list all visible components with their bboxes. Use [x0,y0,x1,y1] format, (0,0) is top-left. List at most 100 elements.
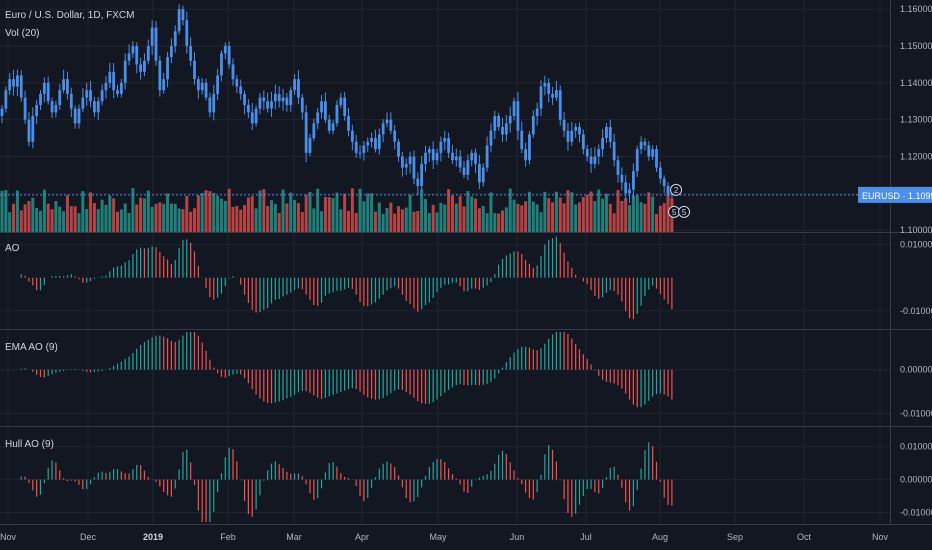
candle-body [535,108,539,116]
volume-bar [293,200,297,232]
candle-body [593,156,597,164]
volume-bar [235,206,239,232]
volume-bar [146,190,150,232]
volume-bar [254,208,258,232]
volume-bar [135,204,139,232]
candle-body [497,116,501,128]
volume-bar [339,209,343,232]
volume-bar [42,189,46,232]
volume-bar [81,191,85,232]
candle-body [81,97,85,109]
event-badge [678,205,691,218]
volume-bar [408,194,412,232]
volume-bar [46,203,50,232]
candle-body [285,97,289,105]
candle-body [478,163,481,183]
volume-bar [385,208,389,232]
candle-body [624,182,628,194]
volume-bar [69,206,73,232]
x-tick-label: Apr [355,532,369,542]
volume-bar [570,192,574,232]
volume-bar [358,188,362,232]
event-badge [670,183,683,196]
candle-body [439,141,443,153]
volume-bar [323,196,327,232]
volume-bar [31,197,35,232]
volume-bar [558,197,562,232]
volume-bar [262,189,266,232]
y-tick-label: 1.12000 [900,152,932,162]
x-tick-label: Sep [727,532,743,542]
ao-pane[interactable] [2,236,673,320]
volume-bar [62,211,66,232]
candle-body [485,145,489,168]
symbol-title: Euro / U.S. Dollar, 1D, FXCM [5,10,134,21]
volume-bar [400,209,404,232]
volume-bar [589,191,593,232]
candle-body [420,163,424,186]
candle-body [69,93,73,109]
candle-body [331,123,335,131]
volume-bar [169,203,173,232]
candle-body [635,149,639,172]
volume-bar [601,198,605,232]
candle-body [66,79,69,94]
volume-bar [19,210,23,232]
volume-bar [416,211,420,232]
volume-bar [304,194,308,232]
candle-body [293,79,296,91]
candle-body [181,9,185,21]
ema-ao-pane[interactable] [2,332,673,408]
volume-bar [370,193,374,232]
candle-body [481,167,485,183]
candle-body [266,101,270,109]
volume-bar [73,206,77,232]
candle-body [347,116,350,131]
volume-bar [39,210,42,232]
volume-bar [343,193,347,232]
candle-body [23,97,27,120]
volume-bar [112,198,116,232]
candle-body [474,152,477,164]
hull-ao-pane[interactable] [2,442,673,522]
candle-body [96,101,100,113]
price-pane[interactable]: 2 5 5 [0,4,890,218]
candle-body [504,123,508,135]
candle-body [397,141,400,157]
y-tick-label: 1.10000 [900,225,932,235]
volume-bar [535,204,539,232]
candle-body [235,79,239,87]
candle-body [27,119,31,142]
volume-bar [551,202,555,232]
candle-body [424,152,427,164]
candle-body [108,71,112,83]
volume-bar [250,196,254,232]
candle-body [100,90,104,102]
candle-body [574,127,578,131]
volume-bar [150,206,154,232]
candle-body [628,189,631,194]
candle-body [196,79,200,91]
candle-body [612,141,616,161]
candle-body [289,90,293,105]
volume-bar [412,211,416,232]
ao-y-tick-label: 0.01000 [900,240,932,250]
candle-body [512,101,516,116]
volume-bar [635,194,639,232]
volume-bar [477,208,481,232]
volume-bar [489,192,493,232]
volume-bar [447,189,451,232]
volume-bar [23,204,27,232]
candle-body [270,101,273,109]
candle-body [489,130,493,146]
hull-ao-y-tick-label: -0.01000 [900,507,932,517]
candle-body [585,149,589,157]
volume-bar [450,195,454,232]
candle-body [632,171,635,190]
volume-bar [289,192,293,232]
candle-body [308,138,312,153]
volume-bar [223,200,227,232]
volume-bar [108,195,112,232]
